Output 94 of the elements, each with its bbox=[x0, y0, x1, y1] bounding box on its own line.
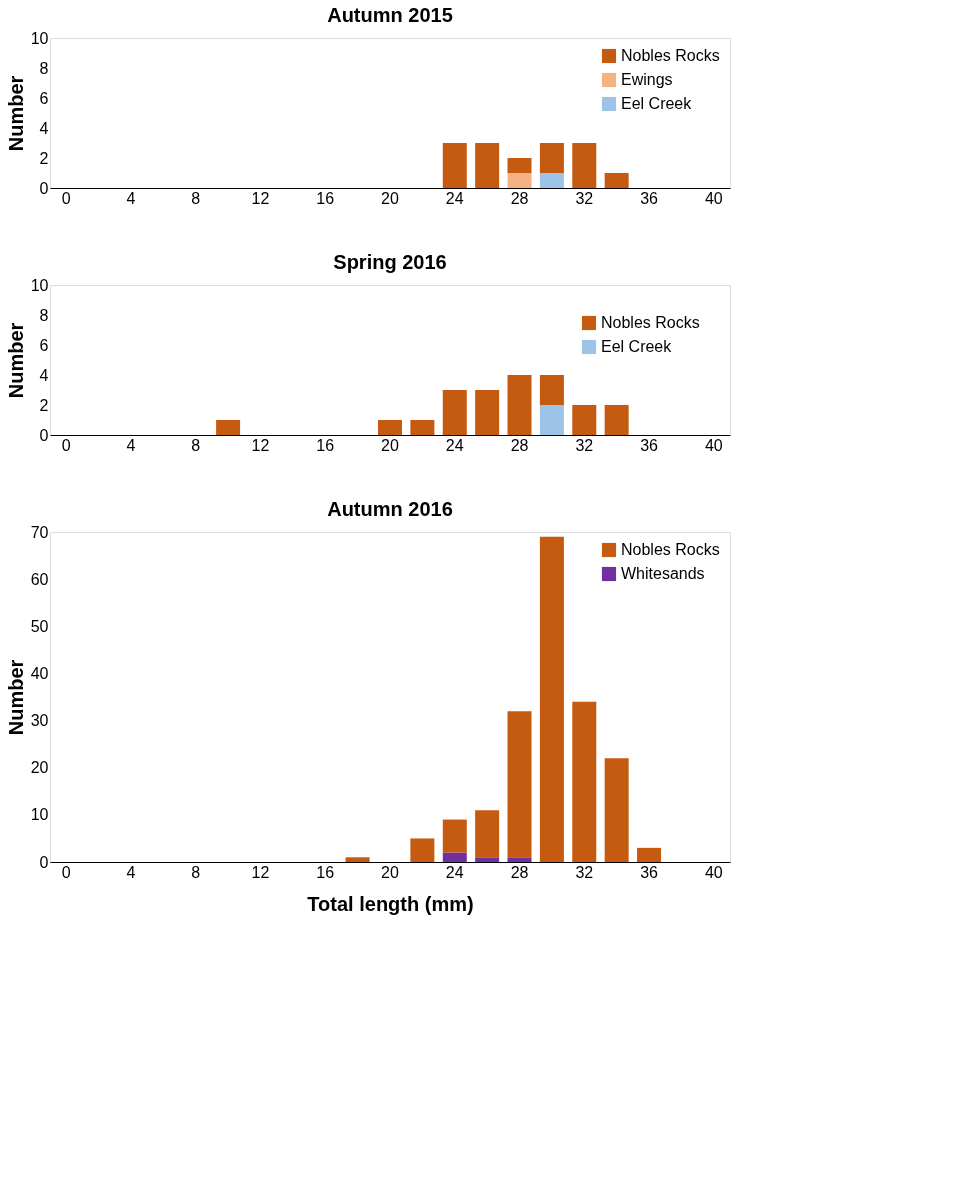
x-tick-label: 40 bbox=[704, 863, 723, 881]
y-axis-title: Number bbox=[4, 659, 27, 736]
bar bbox=[604, 405, 629, 435]
bar bbox=[507, 173, 532, 188]
x-tick-label: 4 bbox=[126, 189, 136, 207]
y-tick-label: 60 bbox=[30, 570, 49, 588]
y-tick-label: 4 bbox=[39, 366, 49, 384]
y-tick-label: 8 bbox=[39, 306, 49, 324]
x-axis-title: Total length (mm) bbox=[307, 892, 474, 915]
bar bbox=[539, 375, 564, 405]
legend-label: Whitesands bbox=[621, 565, 705, 582]
x-tick-label: 32 bbox=[575, 436, 594, 454]
bar bbox=[378, 420, 402, 435]
legend-label: Ewings bbox=[621, 71, 673, 88]
bar bbox=[539, 173, 564, 188]
x-tick-label: 32 bbox=[575, 863, 594, 881]
chart-title: Spring 2016 bbox=[333, 251, 447, 273]
x-tick-label: 12 bbox=[251, 863, 270, 881]
bar bbox=[410, 420, 435, 435]
x-tick-label: 36 bbox=[640, 436, 659, 454]
y-tick-label: 30 bbox=[30, 712, 49, 730]
bar bbox=[507, 375, 532, 435]
bar bbox=[539, 536, 564, 862]
legend-label: Nobles Rocks bbox=[621, 47, 720, 64]
x-tick-label: 16 bbox=[316, 863, 335, 881]
x-tick-label: 24 bbox=[445, 863, 464, 881]
bar bbox=[442, 143, 467, 188]
bar bbox=[572, 701, 597, 862]
bar bbox=[539, 405, 564, 435]
x-tick-label: 0 bbox=[61, 436, 71, 454]
y-tick-label: 70 bbox=[30, 523, 49, 541]
bar bbox=[442, 819, 467, 853]
x-tick-label: 28 bbox=[510, 863, 529, 881]
y-tick-label: 10 bbox=[30, 29, 49, 47]
bar bbox=[572, 405, 597, 435]
x-tick-label: 12 bbox=[251, 189, 270, 207]
chart-title: Autumn 2015 bbox=[327, 4, 453, 26]
y-tick-label: 4 bbox=[39, 119, 49, 137]
bar bbox=[475, 390, 500, 435]
x-tick-label: 40 bbox=[704, 436, 723, 454]
y-tick-label: 2 bbox=[39, 149, 49, 167]
bar bbox=[572, 143, 597, 188]
bar bbox=[475, 143, 500, 188]
x-tick-label: 0 bbox=[61, 189, 71, 207]
legend-label: Nobles Rocks bbox=[601, 314, 700, 331]
y-axis-title: Number bbox=[4, 75, 27, 152]
bar bbox=[507, 857, 532, 862]
y-tick-label: 10 bbox=[30, 276, 49, 294]
bar bbox=[216, 420, 241, 435]
bar bbox=[442, 852, 467, 862]
x-tick-label: 16 bbox=[316, 189, 335, 207]
x-tick-label: 36 bbox=[640, 863, 659, 881]
x-tick-label: 28 bbox=[510, 189, 529, 207]
x-tick-label: 4 bbox=[126, 863, 136, 881]
y-tick-label: 2 bbox=[39, 396, 49, 414]
x-tick-label: 24 bbox=[445, 436, 464, 454]
chart-title: Autumn 2016 bbox=[327, 498, 453, 520]
x-tick-label: 36 bbox=[640, 189, 659, 207]
x-tick-label: 20 bbox=[381, 436, 399, 454]
bar bbox=[475, 810, 500, 858]
x-tick-label: 40 bbox=[704, 189, 723, 207]
bar bbox=[539, 143, 564, 173]
legend-label: Nobles Rocks bbox=[621, 541, 720, 558]
y-tick-label: 40 bbox=[30, 664, 49, 682]
x-tick-label: 0 bbox=[61, 863, 71, 881]
bar bbox=[475, 857, 500, 862]
x-tick-label: 16 bbox=[316, 436, 335, 454]
legend-label: Eel Creek bbox=[601, 338, 673, 355]
y-tick-label: 8 bbox=[39, 59, 49, 77]
y-tick-label: 20 bbox=[30, 759, 49, 777]
x-tick-label: 8 bbox=[191, 189, 201, 207]
x-tick-label: 20 bbox=[381, 863, 399, 881]
y-tick-label: 10 bbox=[30, 806, 49, 824]
x-tick-label: 4 bbox=[126, 436, 136, 454]
x-tick-label: 20 bbox=[381, 189, 399, 207]
legend-label: Eel Creek bbox=[621, 95, 693, 112]
bar bbox=[507, 711, 532, 858]
x-tick-label: 12 bbox=[251, 436, 270, 454]
bar bbox=[410, 838, 435, 862]
bar bbox=[604, 173, 629, 188]
bar bbox=[604, 758, 629, 862]
bar bbox=[442, 390, 467, 435]
bar bbox=[637, 847, 662, 862]
y-tick-label: 6 bbox=[39, 336, 49, 354]
bar bbox=[345, 857, 370, 862]
y-axis-title: Number bbox=[4, 322, 27, 399]
y-tick-label: 6 bbox=[39, 89, 49, 107]
x-tick-label: 8 bbox=[191, 863, 201, 881]
y-tick-label: 50 bbox=[30, 617, 49, 635]
x-tick-label: 32 bbox=[575, 189, 594, 207]
x-tick-label: 8 bbox=[191, 436, 201, 454]
x-tick-label: 28 bbox=[510, 436, 529, 454]
x-tick-label: 24 bbox=[445, 189, 464, 207]
bar bbox=[507, 158, 532, 173]
